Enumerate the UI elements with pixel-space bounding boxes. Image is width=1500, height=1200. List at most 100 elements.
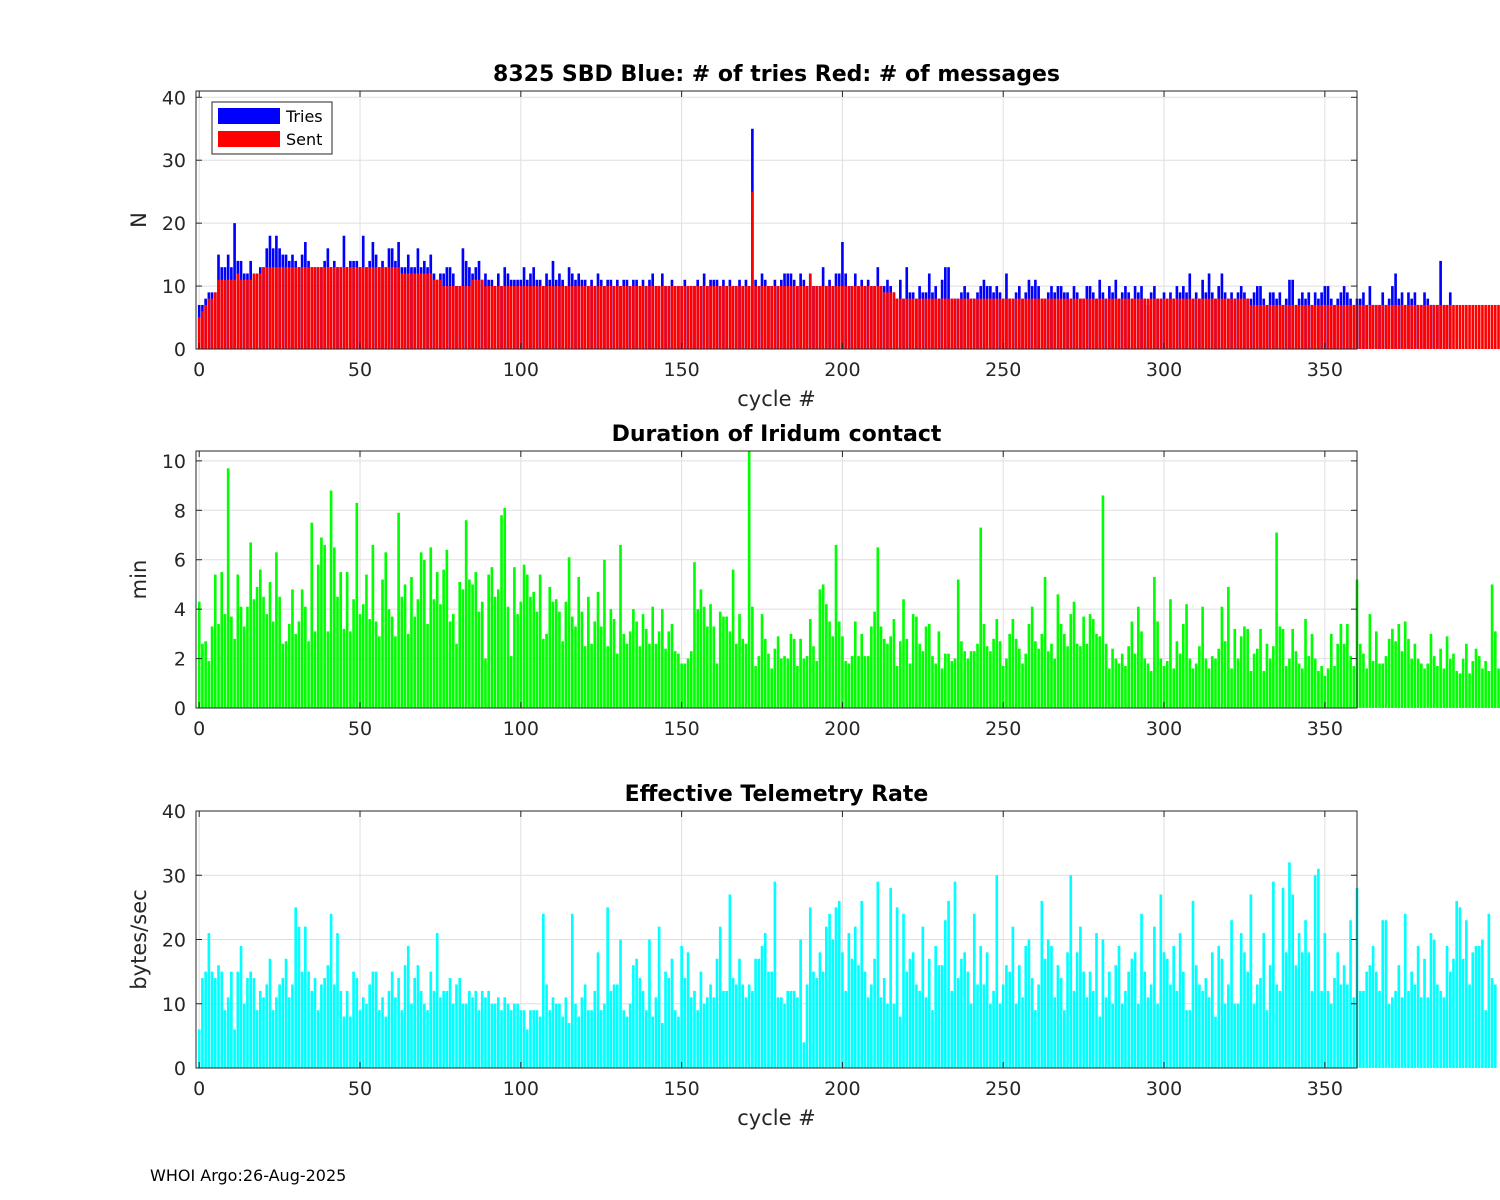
legend-label: Tries [285,107,323,126]
bar [950,298,954,349]
bar [915,616,918,708]
bar [1043,958,1047,1068]
bar [744,286,748,349]
bar [1346,623,1349,708]
bar [233,638,236,708]
bar [615,286,619,349]
bar [960,641,963,708]
bar [1304,304,1307,349]
bar [1397,304,1401,349]
bar [834,286,838,349]
y-tick-label: 10 [162,994,186,1016]
bar [1217,648,1221,708]
bar [278,267,281,349]
bar [329,490,333,708]
bar [821,286,825,349]
bar [1468,673,1471,708]
bar [741,984,745,1068]
bar [1336,952,1340,1068]
bar [242,279,246,349]
bar [1416,304,1420,349]
bar [992,990,995,1068]
bar [796,665,799,708]
bar [1474,304,1478,349]
bar [1326,990,1330,1068]
bar [593,990,597,1068]
x-tick-label: 150 [663,1078,699,1100]
bar [1288,862,1291,1068]
bar [780,658,783,708]
bar [1423,304,1426,349]
bar [1130,958,1134,1068]
bar [1458,304,1462,349]
bar [1323,933,1327,1068]
bar [876,881,880,1068]
bar [432,599,436,708]
bar [844,286,847,349]
bar [1339,304,1343,349]
bar [960,298,963,349]
bar [361,267,365,349]
bar [1329,1003,1333,1068]
bar [603,559,606,708]
bar [905,638,909,708]
bar [403,965,407,1068]
bar [1484,1010,1487,1068]
bar [1268,658,1272,708]
bar [400,273,404,349]
bar [1079,646,1082,708]
bar [387,267,391,349]
legend: Tries Sent [211,101,333,155]
bar [683,663,687,708]
bar [751,191,754,349]
bar [551,601,555,708]
bar [268,267,272,349]
bar [342,1016,346,1068]
bar [1034,641,1037,708]
bar [1063,298,1066,349]
bar [1124,990,1127,1068]
bar [300,267,304,349]
bar [683,978,687,1068]
bar [371,544,375,708]
bar [1127,298,1130,349]
bar [1317,304,1320,349]
bar [741,286,745,349]
bar [355,267,359,349]
bar [432,990,436,1068]
bar [310,267,314,349]
bar [889,292,892,349]
bar [390,971,394,1069]
bar [734,984,738,1068]
bar [895,665,899,708]
bar [1333,304,1336,349]
chart-tries-messages: 0 50 100 150 200 250 300 350 0 10 20 30 40 8325 SBD B… [127,62,1500,411]
bar [693,286,696,349]
bar [776,286,780,349]
bar [1374,631,1378,708]
bar [1493,304,1497,349]
bar [625,643,629,708]
bar [291,267,294,349]
bar [751,990,754,1068]
bar [1175,990,1179,1068]
bar [1001,984,1005,1068]
bar [1130,298,1134,349]
bar [1426,663,1430,708]
bar [773,286,777,349]
bar [931,656,934,708]
bar [1416,945,1420,1068]
bar [911,298,915,349]
bar [767,286,770,349]
bar [371,267,375,349]
bar [1059,623,1063,708]
bar [326,965,330,1068]
bar [853,621,857,708]
bar [1420,997,1423,1068]
bar [1162,298,1166,349]
bar [474,572,478,708]
bar [673,1010,677,1068]
bar [876,547,880,709]
bar [1307,656,1311,708]
bar [1272,304,1275,349]
